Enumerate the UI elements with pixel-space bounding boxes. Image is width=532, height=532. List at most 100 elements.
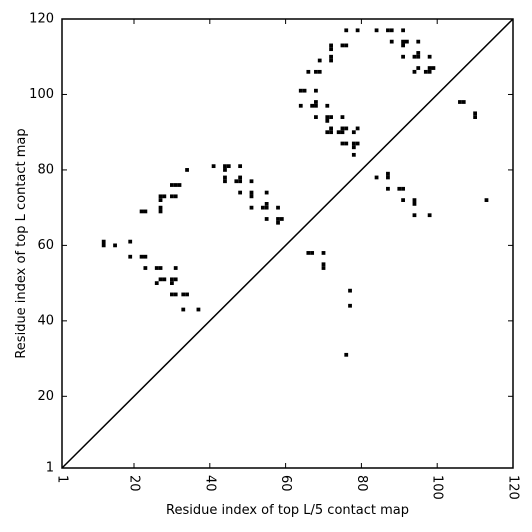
- contact-point: [314, 69, 318, 74]
- contact-point: [427, 54, 432, 59]
- contact-point: [351, 141, 356, 146]
- y-tick-label: 80: [37, 162, 54, 177]
- contact-point: [344, 141, 349, 146]
- contact-point: [351, 130, 356, 135]
- contact-point: [344, 126, 349, 131]
- contact-point: [306, 251, 311, 255]
- contact-point: [185, 292, 189, 297]
- contact-point: [329, 47, 333, 52]
- y-tick-label: 40: [37, 313, 54, 328]
- contact-point: [386, 186, 390, 191]
- contact-point: [170, 183, 174, 187]
- contact-point: [162, 194, 167, 199]
- contact-point: [329, 126, 333, 131]
- contact-point: [158, 266, 163, 270]
- contact-point: [317, 69, 322, 74]
- contact-point: [158, 194, 163, 199]
- contact-point: [427, 213, 432, 218]
- contact-point: [329, 58, 333, 63]
- y-tick-label: 1: [46, 461, 54, 476]
- contact-point: [412, 202, 417, 206]
- contact-point: [170, 194, 174, 199]
- contact-point: [329, 130, 333, 135]
- contact-points: [101, 28, 489, 357]
- x-tick-label: 100: [430, 475, 445, 500]
- x-tick-label: 1: [55, 475, 70, 483]
- contact-point: [461, 100, 466, 104]
- contact-point: [154, 266, 159, 270]
- contact-point: [389, 28, 394, 33]
- y-tick-label: 100: [29, 87, 54, 102]
- contact-point: [325, 115, 330, 119]
- contact-point: [238, 179, 243, 184]
- contact-point: [158, 198, 163, 202]
- contact-point: [325, 118, 330, 123]
- y-axis-title: Residue index of top L contact map: [14, 128, 29, 358]
- contact-point: [348, 303, 352, 308]
- contact-point: [344, 352, 349, 357]
- contact-point: [302, 88, 307, 93]
- contact-point: [348, 288, 352, 293]
- contact-point: [397, 186, 402, 191]
- contact-point: [128, 239, 133, 244]
- x-axis-title: Residue index of top L/5 contact map: [166, 503, 409, 518]
- contact-point: [234, 179, 239, 184]
- contact-point: [458, 100, 462, 104]
- contact-point: [177, 183, 182, 187]
- contact-point: [238, 175, 243, 180]
- contact-point: [310, 251, 315, 255]
- x-axis-ticks: 1 20 40 60 80 100 120: [55, 19, 521, 500]
- contact-point: [196, 307, 201, 312]
- contact-point: [473, 115, 477, 119]
- contact-point: [185, 168, 189, 172]
- contact-point: [416, 66, 421, 70]
- contact-point: [386, 171, 390, 176]
- plot-frame: [61, 18, 514, 469]
- contact-point: [143, 254, 148, 259]
- contact-point: [317, 58, 322, 63]
- contact-point: [473, 111, 477, 116]
- contact-point: [276, 220, 280, 225]
- contact-point: [260, 205, 265, 210]
- contact-point: [170, 281, 174, 285]
- contact-point: [173, 183, 178, 187]
- contact-point: [340, 141, 345, 146]
- contact-point: [249, 190, 254, 195]
- contact-point: [143, 266, 148, 270]
- contact-point: [416, 54, 421, 59]
- x-tick-label: 40: [202, 475, 217, 492]
- contact-point: [314, 88, 318, 93]
- x-tick-label: 80: [354, 475, 369, 492]
- contact-point: [401, 39, 405, 44]
- contact-point: [340, 115, 345, 119]
- contact-point: [351, 145, 356, 150]
- contact-point: [173, 277, 178, 282]
- y-tick-label: 60: [37, 238, 54, 253]
- contact-point: [416, 39, 421, 44]
- x-tick-label: 60: [278, 475, 293, 492]
- contact-point: [431, 66, 436, 70]
- contact-point: [249, 179, 254, 184]
- contact-point: [325, 130, 330, 135]
- contact-point: [223, 168, 227, 172]
- contact-point: [344, 43, 349, 48]
- contact-point: [325, 103, 330, 108]
- contact-point: [276, 205, 280, 210]
- contact-point: [264, 190, 269, 195]
- contact-point: [314, 100, 318, 104]
- contact-point: [336, 130, 341, 135]
- contact-point: [158, 205, 163, 210]
- contact-point: [321, 251, 326, 255]
- contact-point: [351, 152, 356, 157]
- contact-point: [329, 54, 333, 59]
- contact-point: [173, 194, 178, 199]
- contact-point: [401, 43, 405, 48]
- contact-point: [423, 69, 428, 74]
- contact-point: [355, 126, 360, 131]
- contact-point: [276, 217, 280, 221]
- diagonal-line: [61, 18, 514, 469]
- x-tick-label: 120: [506, 475, 521, 500]
- contact-point: [139, 254, 144, 259]
